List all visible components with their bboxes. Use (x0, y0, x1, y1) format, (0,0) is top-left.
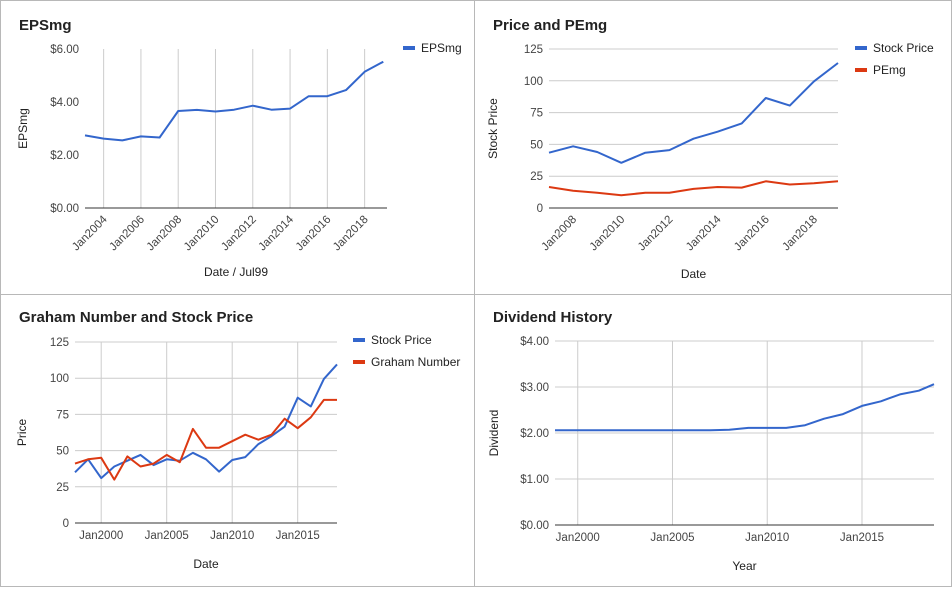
y-axis-title: Stock Price (486, 98, 500, 159)
y-tick-label: 125 (524, 44, 543, 56)
x-axis-title: Date / Jul99 (204, 265, 268, 279)
chart-epsmg: EPSmg$0.00$2.00$4.00$6.00Jan2004Jan2006J… (16, 17, 462, 279)
x-tick-label: Jan2014 (256, 213, 296, 253)
y-tick-label: 125 (50, 337, 69, 349)
chart-title: EPSmg (19, 17, 72, 34)
legend-swatch (855, 46, 867, 50)
y-tick-label: $4.00 (50, 97, 79, 109)
x-tick-label: Jan2008 (540, 214, 580, 254)
chart-dividend: Dividend History $0.00 $1.00 $2.00 $3.00 $4.0… (487, 309, 935, 573)
x-tick-label: Jan2016 (732, 214, 772, 254)
series-line (84, 60, 384, 142)
x-tick-label: Jan2000 (556, 532, 600, 544)
x-tick-label: Jan2000 (79, 530, 123, 542)
x-tick-label: Jan2015 (276, 530, 320, 542)
x-tick-label: Jan2018 (780, 214, 820, 254)
y-tick-label: $3.00 (520, 382, 549, 394)
y-tick-label: $0.00 (520, 520, 549, 532)
chart-title: Graham Number and Stock Price (19, 309, 253, 326)
legend-swatch (855, 68, 867, 72)
legend-label: EPSmg (421, 41, 462, 55)
x-tick-label: Jan2012 (636, 214, 676, 254)
y-tick-label: $2.00 (50, 150, 79, 162)
y-tick-label: $2.00 (520, 428, 549, 440)
x-axis-title: Date (193, 557, 219, 571)
chart-panel-dividend: Dividend History $0.00 $1.00 $2.00 $3.00 $4.0… (474, 294, 952, 587)
y-tick-label: $4.00 (520, 336, 549, 348)
x-tick-label: Jan2005 (650, 532, 694, 544)
series-line (555, 383, 935, 432)
chart-panel-epsmg: EPSmg $0.00 $2.00 $4.00 $6.00 Jan2004 Jan2006 J… (0, 0, 475, 295)
x-tick-label: Jan2010 (210, 530, 254, 542)
x-tick-label: Jan2005 (145, 530, 189, 542)
series-line (74, 363, 338, 480)
chart-panel-graham: Graham Number and Stock Price 0 25 50 75 100 1… (0, 294, 475, 587)
y-tick-label: 75 (56, 409, 69, 421)
legend-swatch (353, 338, 365, 342)
y-tick-label: 100 (50, 373, 69, 385)
x-axis-title: Year (732, 559, 756, 573)
y-tick-label: 25 (56, 482, 69, 494)
x-tick-label: Jan2014 (684, 213, 724, 253)
legend-swatch (353, 360, 365, 364)
chart-title: Dividend History (493, 309, 613, 326)
legend-label: Stock Price (873, 41, 934, 55)
y-axis-title: Price (15, 419, 29, 447)
legend-swatch (403, 46, 415, 50)
legend-label: PEmg (873, 63, 906, 77)
x-tick-label: Jan2018 (331, 214, 371, 254)
series-line (74, 398, 337, 481)
series-line (548, 180, 839, 197)
chart-graham: Graham Number and Stock Price 0 25 50 75 100 1… (15, 309, 460, 571)
y-tick-label: $1.00 (520, 474, 549, 486)
y-tick-label: 25 (530, 171, 543, 183)
y-tick-label: $6.00 (50, 44, 79, 56)
y-tick-label: $0.00 (50, 203, 79, 215)
x-axis-title: Date (681, 267, 707, 281)
x-tick-label: Jan2010 (182, 214, 222, 254)
y-axis-title: Dividend (487, 410, 501, 457)
x-tick-label: Jan2015 (840, 532, 884, 544)
y-tick-label: 75 (530, 108, 543, 120)
chart-title: Price and PEmg (493, 17, 607, 34)
x-tick-label: Jan2004 (70, 213, 110, 253)
legend-label: Stock Price (371, 333, 432, 347)
x-tick-label: Jan2008 (145, 214, 185, 254)
x-tick-label: Jan2016 (294, 214, 334, 254)
x-tick-label: Jan2010 (588, 214, 628, 254)
x-tick-label: Jan2010 (745, 532, 789, 544)
chart-panel-price-pemg: Price and PEmg 0 25 50 75 100 125 Jan2008 Jan201… (474, 0, 952, 295)
legend-label: Graham Number (371, 355, 460, 369)
y-tick-label: 0 (63, 518, 69, 530)
y-tick-label: 50 (530, 139, 543, 151)
y-tick-label: 100 (524, 76, 543, 88)
y-tick-label: 50 (56, 446, 69, 458)
y-tick-label: 0 (537, 203, 543, 215)
y-axis-title: EPSmg (16, 108, 30, 149)
x-tick-label: Jan2012 (219, 214, 259, 254)
x-tick-label: Jan2006 (107, 214, 147, 254)
series-line (548, 62, 839, 164)
